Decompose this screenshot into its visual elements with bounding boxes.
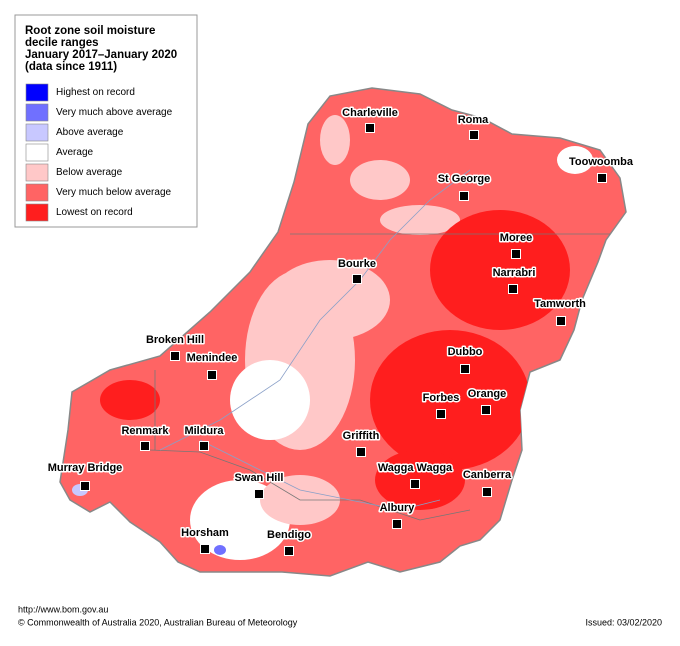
legend-title: (data since 1911) xyxy=(25,61,117,73)
place-marker xyxy=(200,544,210,554)
legend-label: Very much above average xyxy=(56,107,173,118)
legend-swatch xyxy=(25,163,49,182)
place-marker xyxy=(199,441,209,451)
place-label: Swan Hill xyxy=(235,472,284,484)
legend-swatch xyxy=(25,123,49,142)
legend-label: Highest on record xyxy=(56,87,135,98)
place-marker xyxy=(508,284,518,294)
place-marker xyxy=(392,519,402,529)
place-marker xyxy=(511,249,521,259)
legend-label: Below average xyxy=(56,167,123,178)
place-label: Wagga Wagga xyxy=(378,462,453,474)
place-label: Menindee xyxy=(187,352,238,364)
legend-title: Root zone soil moisture xyxy=(25,25,155,37)
place-label: Bendigo xyxy=(267,529,311,541)
place-marker xyxy=(254,489,264,499)
place-marker xyxy=(284,546,294,556)
place-label: Canberra xyxy=(463,469,512,481)
place-marker xyxy=(597,173,607,183)
place-marker xyxy=(410,479,420,489)
place-label: St George xyxy=(438,173,491,185)
legend-title: decile ranges xyxy=(25,37,99,49)
footer-issued: Issued: 03/02/2020 xyxy=(585,617,662,627)
place-label: Dubbo xyxy=(448,346,483,358)
place-marker xyxy=(80,481,90,491)
place-label: Forbes xyxy=(423,392,460,404)
place-marker xyxy=(352,274,362,284)
footer-copyright: © Commonwealth of Australia 2020, Austra… xyxy=(18,617,298,627)
place-marker xyxy=(481,405,491,415)
place-marker xyxy=(140,441,150,451)
places: Charleville Roma Toowoomba St George Moree Bo… xyxy=(46,105,635,556)
place-marker xyxy=(170,351,180,361)
place-marker xyxy=(207,370,217,380)
place-label: Griffith xyxy=(343,430,380,442)
deciles xyxy=(72,115,593,560)
place-marker xyxy=(482,487,492,497)
place-label: Roma xyxy=(458,114,489,126)
place-marker xyxy=(459,191,469,201)
legend-title: January 2017–January 2020 xyxy=(25,49,177,61)
legend-swatch xyxy=(25,103,49,122)
place-label: Albury xyxy=(380,502,416,514)
basin-shading xyxy=(59,87,627,577)
place-marker xyxy=(365,123,375,133)
place-marker xyxy=(356,447,366,457)
place-label: Narrabri xyxy=(493,267,536,279)
place-marker xyxy=(460,364,470,374)
legend-label: Very much below average xyxy=(56,187,172,198)
legend-swatch xyxy=(25,143,49,162)
place-label: Mildura xyxy=(184,425,224,437)
legend-label: Above average xyxy=(56,127,124,138)
legend-swatch xyxy=(25,83,49,102)
legend-swatch xyxy=(25,203,49,222)
borders xyxy=(149,233,610,521)
rivers xyxy=(159,169,471,511)
place-label: Charleville xyxy=(342,107,398,119)
legend-label: Lowest on record xyxy=(56,207,133,218)
place-label: Broken Hill xyxy=(146,334,204,346)
place-label: Tamworth xyxy=(534,298,586,310)
place-label: Bourke xyxy=(338,258,376,270)
place-label: Renmark xyxy=(121,425,169,437)
legend-swatch xyxy=(25,183,49,202)
footer-url: http://www.bom.gov.au xyxy=(18,604,108,614)
place-label: Horsham xyxy=(181,527,229,539)
place-label: Moree xyxy=(500,232,532,244)
place-label: Orange xyxy=(468,388,507,400)
place-label: Murray Bridge xyxy=(48,462,123,474)
legend-label: Average xyxy=(56,147,94,158)
place-marker xyxy=(436,409,446,419)
place-label: Toowoomba xyxy=(569,156,634,168)
place-marker xyxy=(556,316,566,326)
place-marker xyxy=(469,130,479,140)
